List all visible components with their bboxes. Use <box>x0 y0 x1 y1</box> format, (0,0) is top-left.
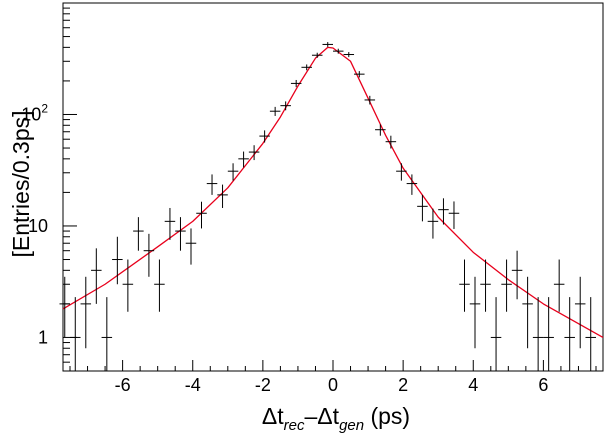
x-axis-title-subscript: rec <box>284 417 305 434</box>
x-axis-title: Δtrec–Δtgen (ps) <box>262 403 410 434</box>
data-point <box>280 101 291 111</box>
x-tick-label: -2 <box>255 375 271 395</box>
y-tick-label-exponent: 2 <box>41 101 48 115</box>
x-axis-title-part: Δt <box>262 403 284 429</box>
data-point <box>269 106 281 116</box>
data-point <box>122 259 134 312</box>
x-axis-ticks: -6 -4 -2 0 2 4 6 <box>69 360 597 395</box>
data-point <box>543 297 554 371</box>
data-point <box>480 259 491 312</box>
data-point <box>91 248 102 304</box>
x-tick-label: 2 <box>398 375 408 395</box>
data-point <box>248 145 260 161</box>
data-point <box>417 194 428 222</box>
plot-frame <box>62 2 604 372</box>
x-axis-title-part: (ps) <box>364 403 410 429</box>
y-tick-label: 102 <box>21 101 48 124</box>
data-point <box>164 207 176 240</box>
data-point <box>448 201 460 229</box>
data-point <box>396 163 407 181</box>
fit-curve <box>62 46 604 339</box>
y-axis-title: [Entries/0.3ps] <box>8 110 34 257</box>
x-tick-label: 0 <box>328 375 338 395</box>
data-point <box>574 276 586 349</box>
y-tick-label: 10 <box>28 216 48 236</box>
data-point <box>333 48 344 54</box>
data-point <box>259 130 270 143</box>
plot-border <box>62 2 604 372</box>
data-point <box>59 276 71 338</box>
data-point <box>364 95 376 105</box>
y-tick-label-base: 10 <box>21 104 41 124</box>
data-point <box>343 52 355 58</box>
data-point <box>311 52 323 58</box>
data-point <box>501 259 512 312</box>
data-point <box>217 184 228 208</box>
data-point <box>406 174 418 195</box>
data-point <box>80 276 92 349</box>
x-tick-label: 6 <box>538 375 548 395</box>
data-point <box>427 208 439 239</box>
x-tick-label: -4 <box>185 375 201 395</box>
data-point <box>322 42 333 47</box>
data-point <box>290 79 302 88</box>
data-point <box>511 250 523 300</box>
data-point <box>238 151 249 168</box>
data-point <box>154 259 165 312</box>
x-tick-label: 4 <box>468 375 478 395</box>
data-point <box>185 228 197 265</box>
data-point <box>469 276 481 349</box>
x-axis-title-part: –Δt <box>305 403 340 429</box>
data-point <box>354 71 365 78</box>
y-tick-label: 1 <box>38 327 48 347</box>
data-point <box>206 174 218 195</box>
data-point <box>175 217 186 251</box>
data-point <box>227 163 239 181</box>
data-points-layer <box>59 42 596 371</box>
data-point <box>459 259 470 312</box>
x-tick-label: -6 <box>115 375 131 395</box>
data-point <box>438 198 449 225</box>
fit-curve-layer <box>62 46 604 339</box>
data-point <box>564 297 575 371</box>
data-point <box>490 297 502 371</box>
data-point <box>196 201 207 229</box>
data-point <box>133 217 144 251</box>
data-point <box>385 135 397 149</box>
data-point <box>301 64 312 71</box>
data-point <box>532 297 544 371</box>
data-point <box>522 276 533 349</box>
data-point <box>112 236 123 285</box>
data-point <box>143 233 155 277</box>
data-point <box>375 124 386 136</box>
data-point <box>585 297 596 371</box>
data-point <box>553 259 565 312</box>
data-point <box>70 297 81 371</box>
x-axis-title-subscript: gen <box>339 417 364 434</box>
data-point <box>101 297 113 371</box>
